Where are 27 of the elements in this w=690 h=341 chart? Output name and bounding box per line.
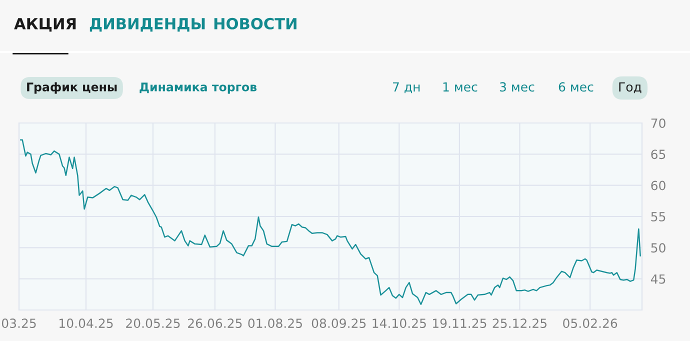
- x-tick-label: 10.04.25: [60, 318, 113, 328]
- text: 1 мес: [443, 82, 478, 92]
- x-tick-label: 20.05.25: [126, 318, 180, 328]
- text: Год: [619, 82, 642, 94]
- x-tick-label: 25.12.25: [492, 318, 546, 328]
- text: 6 мес: [558, 82, 594, 92]
- y-tick-label: 70: [651, 118, 666, 128]
- x-tick-label: 19.11.25: [432, 318, 486, 328]
- text: 7 дн: [393, 82, 420, 94]
- line-series: [20, 139, 641, 306]
- text: Динамика торгов: [140, 82, 257, 94]
- text: ДИВИДЕНДЫ: [90, 18, 205, 32]
- text: АКЦИЯ: [14, 18, 76, 32]
- text: 3 мес: [500, 82, 534, 92]
- x-tick-label: 26.06.25: [188, 318, 242, 328]
- y-tick-label: 55: [651, 212, 666, 222]
- x-tick-label: 08.09.25: [312, 318, 366, 328]
- text: График цены: [27, 82, 117, 94]
- y-tick-label: 45: [650, 274, 666, 284]
- x-tick-label: 05.02.26: [563, 318, 618, 328]
- y-tick-label: 65: [651, 150, 666, 160]
- y-tick-label: 60: [651, 180, 666, 190]
- text: НОВОСТИ: [214, 18, 296, 30]
- x-tick-label: 14.10.25: [372, 318, 426, 328]
- x-tick-label: 01.08.25: [248, 318, 302, 328]
- y-tick-label: 50: [651, 243, 666, 253]
- x-tick-label: 03.25: [2, 318, 36, 328]
